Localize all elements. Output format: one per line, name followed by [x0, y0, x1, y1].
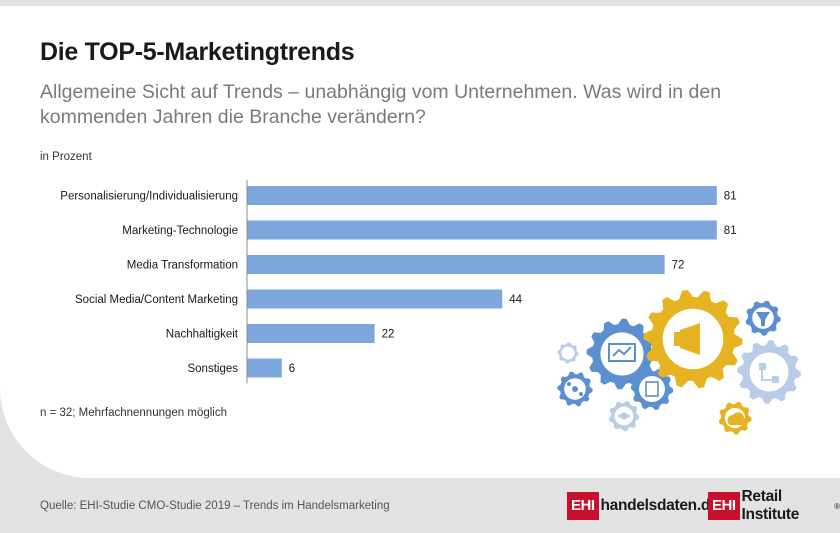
category-label: Personalisierung/Individualisierung: [60, 191, 238, 203]
bar: [247, 220, 717, 240]
network-node: [579, 392, 583, 396]
network-node: [572, 386, 578, 392]
retail-institute-logo-text: Retail Institute: [741, 488, 800, 523]
value-label: 81: [724, 191, 737, 203]
bar: [247, 186, 717, 205]
value-label: 22: [382, 329, 395, 341]
value-label: 81: [724, 225, 737, 237]
bar: [247, 255, 665, 274]
flowchart-node: [772, 376, 779, 383]
graduation-cap-shape: [617, 412, 631, 420]
ehi-logo-box: EHI: [567, 492, 599, 520]
gear-layer: [557, 289, 801, 435]
bar: [247, 289, 503, 309]
flowchart-icon: [749, 352, 789, 392]
footnote: n = 32; Mehrfachnennungen möglich: [40, 407, 228, 419]
chart-card: Die TOP-5-Marketingtrends Allgemeine Sic…: [0, 6, 840, 478]
flowchart-node: [759, 363, 766, 370]
calculator-shape: [645, 381, 659, 397]
unit-label: in Prozent: [40, 151, 92, 163]
category-label: Sonstiges: [187, 363, 238, 375]
value-label: 72: [672, 260, 685, 272]
bar: [247, 358, 282, 378]
handelsdaten-logo[interactable]: EHI handelsdaten.de: [567, 491, 719, 521]
source-note: Quelle: EHI-Studie CMO-Studie 2019 – Tre…: [40, 500, 390, 512]
funnel-shape: [756, 312, 770, 326]
category-label: Media Transformation: [127, 260, 238, 272]
presentation-trend-line: [612, 346, 632, 357]
category-label: Nachhaltigkeit: [166, 329, 239, 341]
value-label: 44: [509, 294, 522, 306]
presentation-icon: [600, 332, 644, 376]
bar: [247, 324, 375, 343]
chart-subtitle: Allgemeine Sicht auf Trends – unabhängig…: [40, 81, 722, 128]
category-label: Marketing-Technologie: [122, 225, 238, 237]
chart-title: Die TOP-5-Marketingtrends: [40, 38, 355, 66]
value-label: 6: [289, 363, 295, 375]
calculator-icon: [639, 376, 665, 402]
bar-chart: Personalisierung/Individualisierung 81 Mar…: [60, 180, 737, 384]
small-gear-icon: [561, 346, 575, 360]
ehi-logo-box: EHI: [708, 492, 740, 520]
ehi-retail-institute-logo[interactable]: EHI Retail Institute ®: [708, 488, 840, 523]
registered-mark: ®: [834, 501, 840, 511]
category-label: Social Media/Content Marketing: [75, 294, 238, 306]
megaphone-handle: [674, 332, 681, 346]
network-node: [567, 382, 571, 386]
cloud-shape: [727, 412, 747, 425]
flowchart-connector: [761, 370, 772, 381]
presentation-board: [608, 343, 636, 362]
handelsdaten-logo-text: handelsdaten.de: [600, 497, 719, 514]
bars-layer: Personalisierung/Individualisierung 81 Mar…: [60, 180, 737, 384]
gears-illustration: [557, 289, 801, 435]
megaphone-shape: [680, 323, 700, 355]
